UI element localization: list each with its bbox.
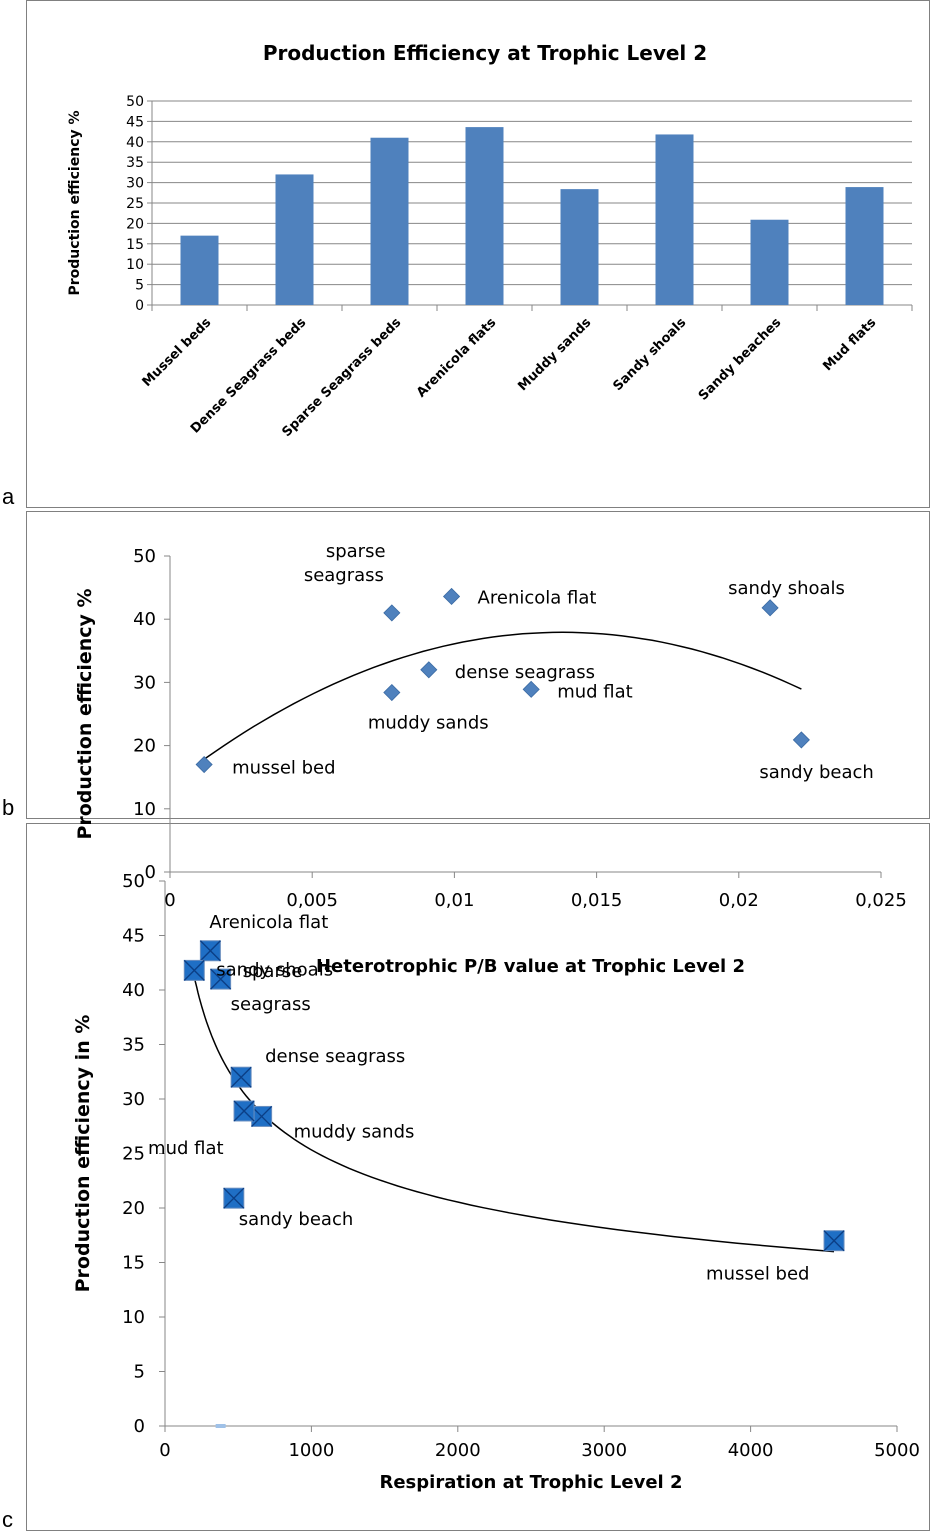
x-tick-label: 0,025 <box>855 890 907 911</box>
y-tick-label: 30 <box>133 672 156 693</box>
data-point-cross <box>223 1187 245 1209</box>
panel-letter-b: b <box>2 795 15 820</box>
x-tick-label: 0,01 <box>434 890 474 911</box>
y-tick-label: 45 <box>122 926 145 947</box>
y-tick-label: 20 <box>133 736 156 757</box>
point-label: muddy sands <box>368 713 489 734</box>
y-tick-label: 50 <box>133 546 156 567</box>
y-tick-label: 40 <box>122 980 145 1001</box>
point-label: Arenicola flat <box>478 587 597 608</box>
data-point <box>761 599 779 617</box>
point-label: sparse seagrass <box>231 961 311 1015</box>
point-label: Arenicola flat <box>209 912 328 933</box>
bar <box>655 134 694 305</box>
x-tick-label: 0,02 <box>719 890 759 911</box>
y-tick-label: 5 <box>134 1362 145 1383</box>
data-point <box>195 755 213 774</box>
point-label: muddy sands <box>294 1121 415 1142</box>
data-point-cross <box>199 940 221 962</box>
bar <box>560 189 599 305</box>
data-point <box>442 587 461 606</box>
data-point-cross <box>823 1230 845 1252</box>
data-point-cross <box>210 968 232 990</box>
chart-title: Production Efficiency at Trophic Level 2 <box>263 41 707 65</box>
x-tick-label: 0 <box>159 1440 170 1461</box>
x-tick-label: 0,005 <box>286 890 338 911</box>
x-axis-label: Heterotrophic P/B value at Trophic Level… <box>316 956 745 977</box>
y-tick-label: 30 <box>122 1089 145 1110</box>
y-tick-label: 0 <box>135 298 144 314</box>
y-tick-label: 0 <box>145 862 156 883</box>
y-tick-label: 50 <box>122 871 145 892</box>
x-tick-label: 2000 <box>435 1440 481 1461</box>
bar <box>750 219 789 305</box>
y-tick-label: 25 <box>122 1144 145 1165</box>
point-label: sandy shoals <box>216 959 333 980</box>
y-tick-label: 15 <box>122 1253 145 1274</box>
panel-letter-c: c <box>2 1507 13 1532</box>
x-tick-label: 4000 <box>728 1440 774 1461</box>
y-axis-label: Production efficiency % <box>67 110 83 295</box>
bar <box>370 137 409 305</box>
y-axis-label: Production efficiency % <box>74 588 96 839</box>
axis-marker <box>215 1424 226 1428</box>
y-tick-label: 5 <box>135 278 144 294</box>
bar <box>180 235 219 305</box>
panel-letter-a: a <box>2 484 15 509</box>
x-tick-label: 1000 <box>288 1440 334 1461</box>
x-tick-label: 3000 <box>581 1440 627 1461</box>
data-point-cross <box>183 959 205 981</box>
y-tick-label: 15 <box>126 237 144 253</box>
point-label: dense seagrass <box>265 1046 405 1067</box>
point-label: sparse seagrass <box>304 541 386 586</box>
point-label: sandy beach <box>759 762 873 783</box>
y-tick-label: 50 <box>126 94 144 110</box>
x-tick-label: 5000 <box>874 1440 920 1461</box>
y-axis-label: Production efficiency in % <box>72 1015 94 1293</box>
bar <box>465 127 504 305</box>
point-label: mussel bed <box>232 758 335 779</box>
y-tick-label: 35 <box>122 1035 145 1056</box>
y-tick-label: 20 <box>122 1198 145 1219</box>
y-tick-label: 40 <box>126 135 144 151</box>
data-point-cross <box>233 1100 255 1122</box>
y-tick-label: 20 <box>126 216 144 232</box>
data-point <box>383 683 401 702</box>
point-label: sandy shoals <box>728 578 845 599</box>
data-point-cross <box>251 1105 273 1127</box>
y-tick-label: 10 <box>126 257 144 273</box>
point-label: mussel bed <box>706 1264 809 1285</box>
y-tick-label: 40 <box>133 609 156 630</box>
x-axis-label: Respiration at Trophic Level 2 <box>379 1472 682 1493</box>
y-tick-label: 45 <box>126 114 144 130</box>
point-label: sandy beach <box>239 1209 353 1230</box>
y-tick-label: 10 <box>122 1307 145 1328</box>
point-label: mud flat <box>148 1138 224 1159</box>
trendline <box>203 631 802 760</box>
data-point <box>383 604 401 622</box>
point-label: mud flat <box>557 681 633 702</box>
bar <box>845 187 884 305</box>
data-point <box>522 680 540 698</box>
y-tick-label: 25 <box>126 196 144 212</box>
y-tick-label: 0 <box>134 1416 145 1437</box>
y-tick-label: 10 <box>133 799 156 820</box>
point-label: dense seagrass <box>455 662 595 683</box>
data-point-cross <box>230 1066 252 1088</box>
data-point <box>420 661 438 679</box>
y-tick-label: 30 <box>126 176 144 192</box>
trendline <box>193 976 835 1253</box>
x-tick-label: 0,015 <box>571 890 623 911</box>
data-point <box>792 731 810 749</box>
panel-b <box>26 511 930 819</box>
y-tick-label: 35 <box>126 155 144 171</box>
x-tick-label: 0 <box>164 890 175 911</box>
bar <box>275 174 314 305</box>
